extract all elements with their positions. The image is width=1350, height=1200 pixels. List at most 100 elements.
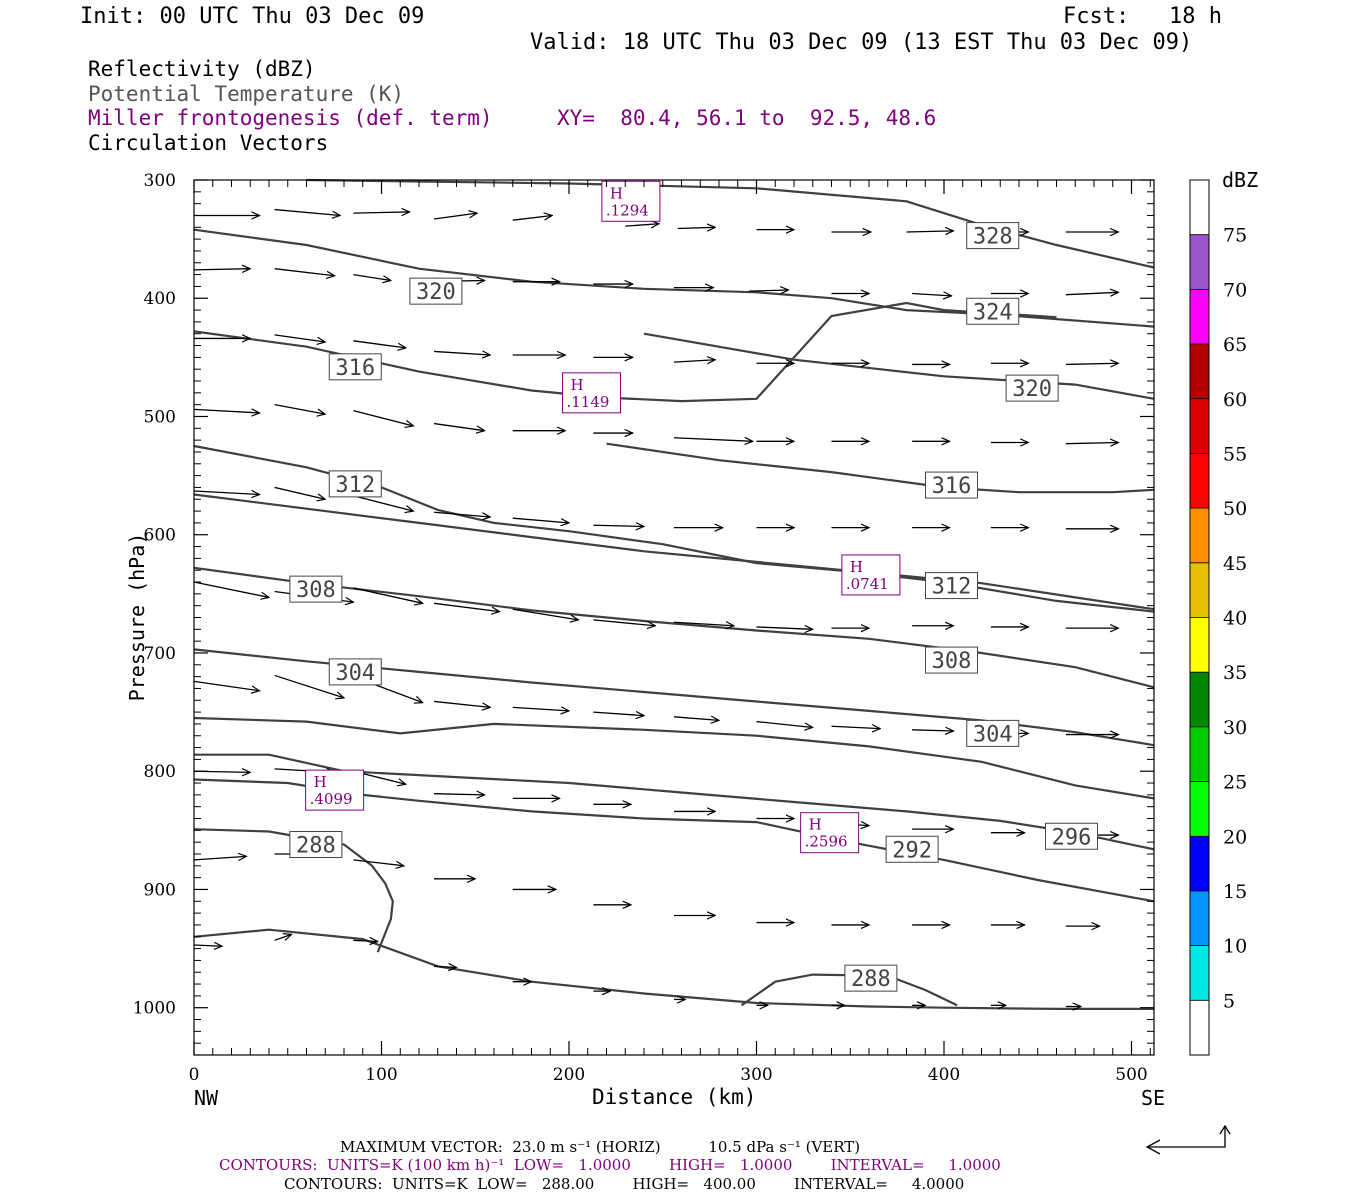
circulation-vector: [353, 940, 377, 941]
circulation-vector: [353, 409, 413, 426]
circulation-vector: [673, 438, 753, 442]
contour-label-box: [925, 471, 978, 499]
contour-label: 312: [335, 473, 375, 498]
frontogenesis-max-value: .1149: [567, 393, 610, 411]
y-tick-label: 400: [144, 289, 176, 309]
x-left-label: NW: [194, 1086, 219, 1110]
color-scale-label: 10: [1223, 936, 1247, 958]
contour-label-box: [925, 646, 978, 674]
contour-label: 308: [932, 649, 972, 674]
theta-contour-300: [193, 716, 1155, 800]
color-scale-label: 40: [1223, 608, 1247, 630]
color-scale-swatch: [1190, 453, 1209, 509]
forecast-hour: Fcst: 18 h: [1063, 4, 1222, 29]
circulation-vector: [274, 934, 292, 940]
color-scale-label: 15: [1223, 881, 1247, 903]
circulation-vector: [912, 730, 953, 731]
y-tick-label: 700: [144, 644, 176, 664]
frontogenesis-max-h: H: [610, 184, 623, 202]
theta-contour-290: [193, 928, 1154, 1010]
contour-label: 316: [335, 356, 375, 381]
contour-label: 296: [1052, 825, 1092, 850]
circulation-vector: [193, 856, 247, 860]
color-scale-label: 55: [1223, 443, 1247, 465]
frontogenesis-max-value: .0741: [846, 575, 889, 593]
contour-label-box: [1005, 374, 1059, 402]
frontogenesis-max-value: .4099: [310, 790, 353, 808]
color-scale-swatch: [1190, 289, 1209, 345]
theta-contour-324: [193, 228, 1155, 328]
circulation-vector: [433, 794, 485, 795]
x-right-label: SE: [1141, 1086, 1166, 1110]
circulation-vector: [1065, 363, 1119, 364]
contour-label-box: [328, 658, 382, 686]
y-tick-label: 300: [144, 171, 176, 191]
circulation-vector: [593, 525, 644, 526]
circulation-vector: [831, 726, 881, 728]
legend-xy: XY= 80.4, 56.1 to 92.5, 48.6: [557, 106, 937, 130]
color-scale-label: 50: [1223, 498, 1247, 520]
frontogenesis-max-box: [800, 812, 860, 854]
frontogenesis-max-h: H: [571, 376, 584, 394]
contour-label: 320: [416, 280, 456, 305]
color-scale-swatch: [1190, 836, 1209, 891]
frontogenesis-max-value: .2596: [805, 833, 848, 851]
contour-label-box: [289, 831, 343, 859]
contour-label-box: [966, 222, 1020, 250]
theta-contour-316: [643, 332, 1155, 400]
color-scale-label: 35: [1223, 662, 1247, 684]
circulation-vector: [673, 360, 715, 362]
y-tick-label: 500: [144, 407, 176, 427]
y-tick-label: 800: [144, 762, 176, 782]
circulation-vector: [274, 268, 335, 276]
x-tick-label: 0: [189, 1065, 200, 1085]
x-tick-label: 400: [928, 1065, 960, 1085]
y-tick-label: 600: [144, 526, 176, 546]
x-axis-title: Distance (km): [592, 1085, 757, 1109]
circulation-vector: [593, 712, 644, 716]
reference-vector: [1147, 1126, 1226, 1148]
circulation-vector: [353, 340, 406, 348]
contour-label: 328: [973, 225, 1013, 250]
color-scale-label: 20: [1223, 826, 1247, 848]
contour-label: 324: [973, 300, 1013, 325]
theta-contour-296: [194, 753, 1155, 851]
color-scale-label: 75: [1223, 225, 1247, 247]
circulation-vector: [512, 707, 569, 711]
contour-label-box: [328, 470, 382, 498]
circulation-vector: [512, 608, 579, 620]
frontogenesis-max-h: H: [314, 773, 327, 791]
y-axis-title: Pressure (hPa): [125, 532, 149, 702]
circulation-vector: [274, 486, 326, 499]
footer-max-vector: MAXIMUM VECTOR: 23.0 m s⁻¹ (HORIZ) 10.5 …: [340, 1138, 861, 1156]
circulation-vector: [433, 966, 457, 967]
contour-label-box: [925, 572, 978, 600]
circulation-vector: [193, 581, 269, 597]
circulation-vector: [1065, 292, 1119, 294]
contour-label-box: [966, 719, 1020, 747]
circulation-vector: [1065, 443, 1119, 444]
circulation-vector: [756, 720, 813, 728]
circulation-vector: [433, 351, 490, 355]
color-scale-swatch: [1190, 562, 1209, 618]
circulation-vector: [193, 945, 222, 946]
legend-miller: Miller frontogenesis (def. term): [88, 106, 493, 130]
frontogenesis-max-value: .1294: [606, 201, 649, 219]
circulation-vector: [748, 290, 788, 291]
legend-vectors: Circulation Vectors: [88, 131, 329, 155]
color-scale-label: 60: [1223, 389, 1247, 411]
contour-label: 316: [932, 474, 972, 499]
legend-theta: Potential Temperature (K): [88, 82, 405, 106]
circulation-vector: [433, 511, 490, 517]
x-tick-label: 200: [553, 1065, 585, 1085]
contour-label: 312: [932, 575, 972, 600]
frontogenesis-max-box: [562, 372, 621, 414]
contour-label-box: [289, 575, 343, 603]
y-tick-label: 1000: [133, 999, 176, 1019]
footer-frontogenesis-contours: CONTOURS: UNITS=K (100 km h)⁻¹ LOW= 1.00…: [219, 1156, 1001, 1174]
circulation-vector: [593, 619, 655, 626]
theta-contour-328: [306, 178, 1155, 269]
circulation-vector: [673, 717, 719, 721]
contour-label: 288: [851, 967, 891, 992]
